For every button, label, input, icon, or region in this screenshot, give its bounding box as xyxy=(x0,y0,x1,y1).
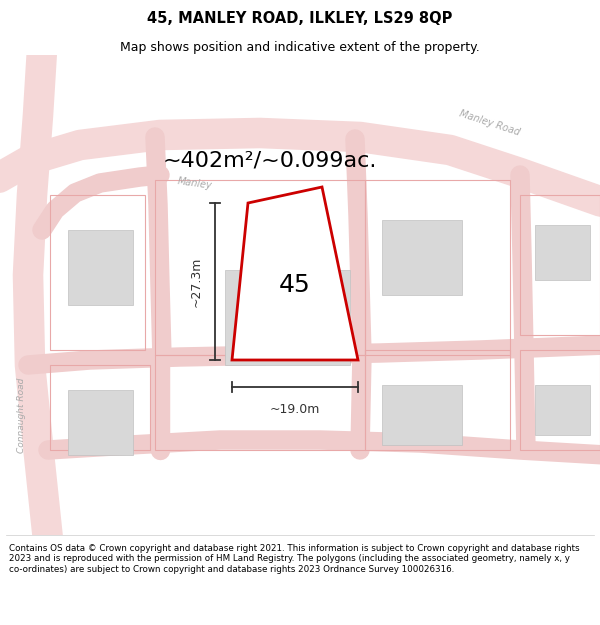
Text: ~27.3m: ~27.3m xyxy=(190,256,203,307)
Bar xyxy=(155,180,365,355)
Bar xyxy=(365,180,510,355)
Text: Contains OS data © Crown copyright and database right 2021. This information is : Contains OS data © Crown copyright and d… xyxy=(9,544,580,574)
Bar xyxy=(50,195,145,350)
Text: ~19.0m: ~19.0m xyxy=(270,403,320,416)
Bar xyxy=(520,195,600,335)
Text: Manley Road: Manley Road xyxy=(458,109,521,138)
Bar xyxy=(50,365,150,450)
Text: Connaught Road: Connaught Road xyxy=(17,378,26,452)
Bar xyxy=(68,390,133,455)
Bar xyxy=(535,225,590,280)
Text: Manley: Manley xyxy=(177,176,213,191)
Bar xyxy=(68,230,133,305)
Bar xyxy=(382,385,462,445)
Text: ~402m²/~0.099ac.: ~402m²/~0.099ac. xyxy=(163,150,377,170)
Text: Map shows position and indicative extent of the property.: Map shows position and indicative extent… xyxy=(120,41,480,54)
Bar xyxy=(382,220,462,295)
Bar xyxy=(520,350,600,450)
Bar xyxy=(225,270,350,365)
Text: 45, MANLEY ROAD, ILKLEY, LS29 8QP: 45, MANLEY ROAD, ILKLEY, LS29 8QP xyxy=(148,11,452,26)
Bar xyxy=(155,355,365,450)
Text: 45: 45 xyxy=(279,273,311,297)
Polygon shape xyxy=(232,187,358,360)
Bar xyxy=(365,350,510,450)
Bar xyxy=(535,385,590,435)
